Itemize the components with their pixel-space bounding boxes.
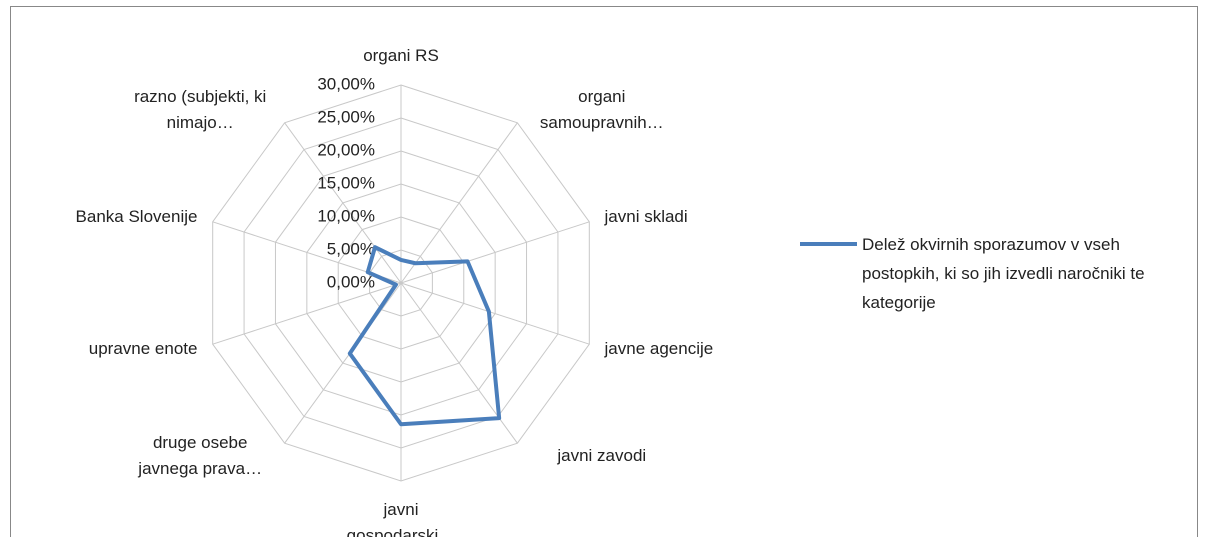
- category-label: javni skladi: [604, 206, 688, 226]
- category-label: javni gospodarski…: [346, 500, 456, 537]
- axis-tick-label: 25,00%: [317, 107, 375, 126]
- spoke: [284, 282, 402, 444]
- spoke: [400, 122, 518, 284]
- chart-frame: [10, 6, 1198, 537]
- category-label: javne agencije: [604, 339, 714, 359]
- category-label: upravne enote: [88, 339, 198, 359]
- axis-tick-label: 30,00%: [317, 74, 375, 93]
- category-label: razno (subjekti, ki nimajo…: [134, 86, 267, 132]
- axis-tick-label: 0,00%: [327, 272, 375, 291]
- spoke: [400, 221, 590, 284]
- axis-tick-label: 5,00%: [327, 239, 375, 258]
- category-label: druge osebe javnega prava…: [138, 433, 263, 479]
- radar-line: [347, 245, 502, 427]
- spoke: [400, 282, 590, 345]
- axis-tick-label: 10,00%: [317, 206, 375, 225]
- axis-tick-label: 15,00%: [317, 173, 375, 192]
- category-label: organi RS: [363, 46, 439, 65]
- axis-tick-label: 20,00%: [317, 140, 375, 159]
- category-label: organi samoupravnih…: [539, 86, 664, 132]
- legend-label: Delež okvirnih sporazumov v vseh postopk…: [862, 235, 1145, 312]
- category-label: javni zavodi: [557, 446, 647, 466]
- spoke: [284, 122, 402, 284]
- category-label: Banka Slovenije: [75, 206, 198, 226]
- spoke: [212, 282, 402, 345]
